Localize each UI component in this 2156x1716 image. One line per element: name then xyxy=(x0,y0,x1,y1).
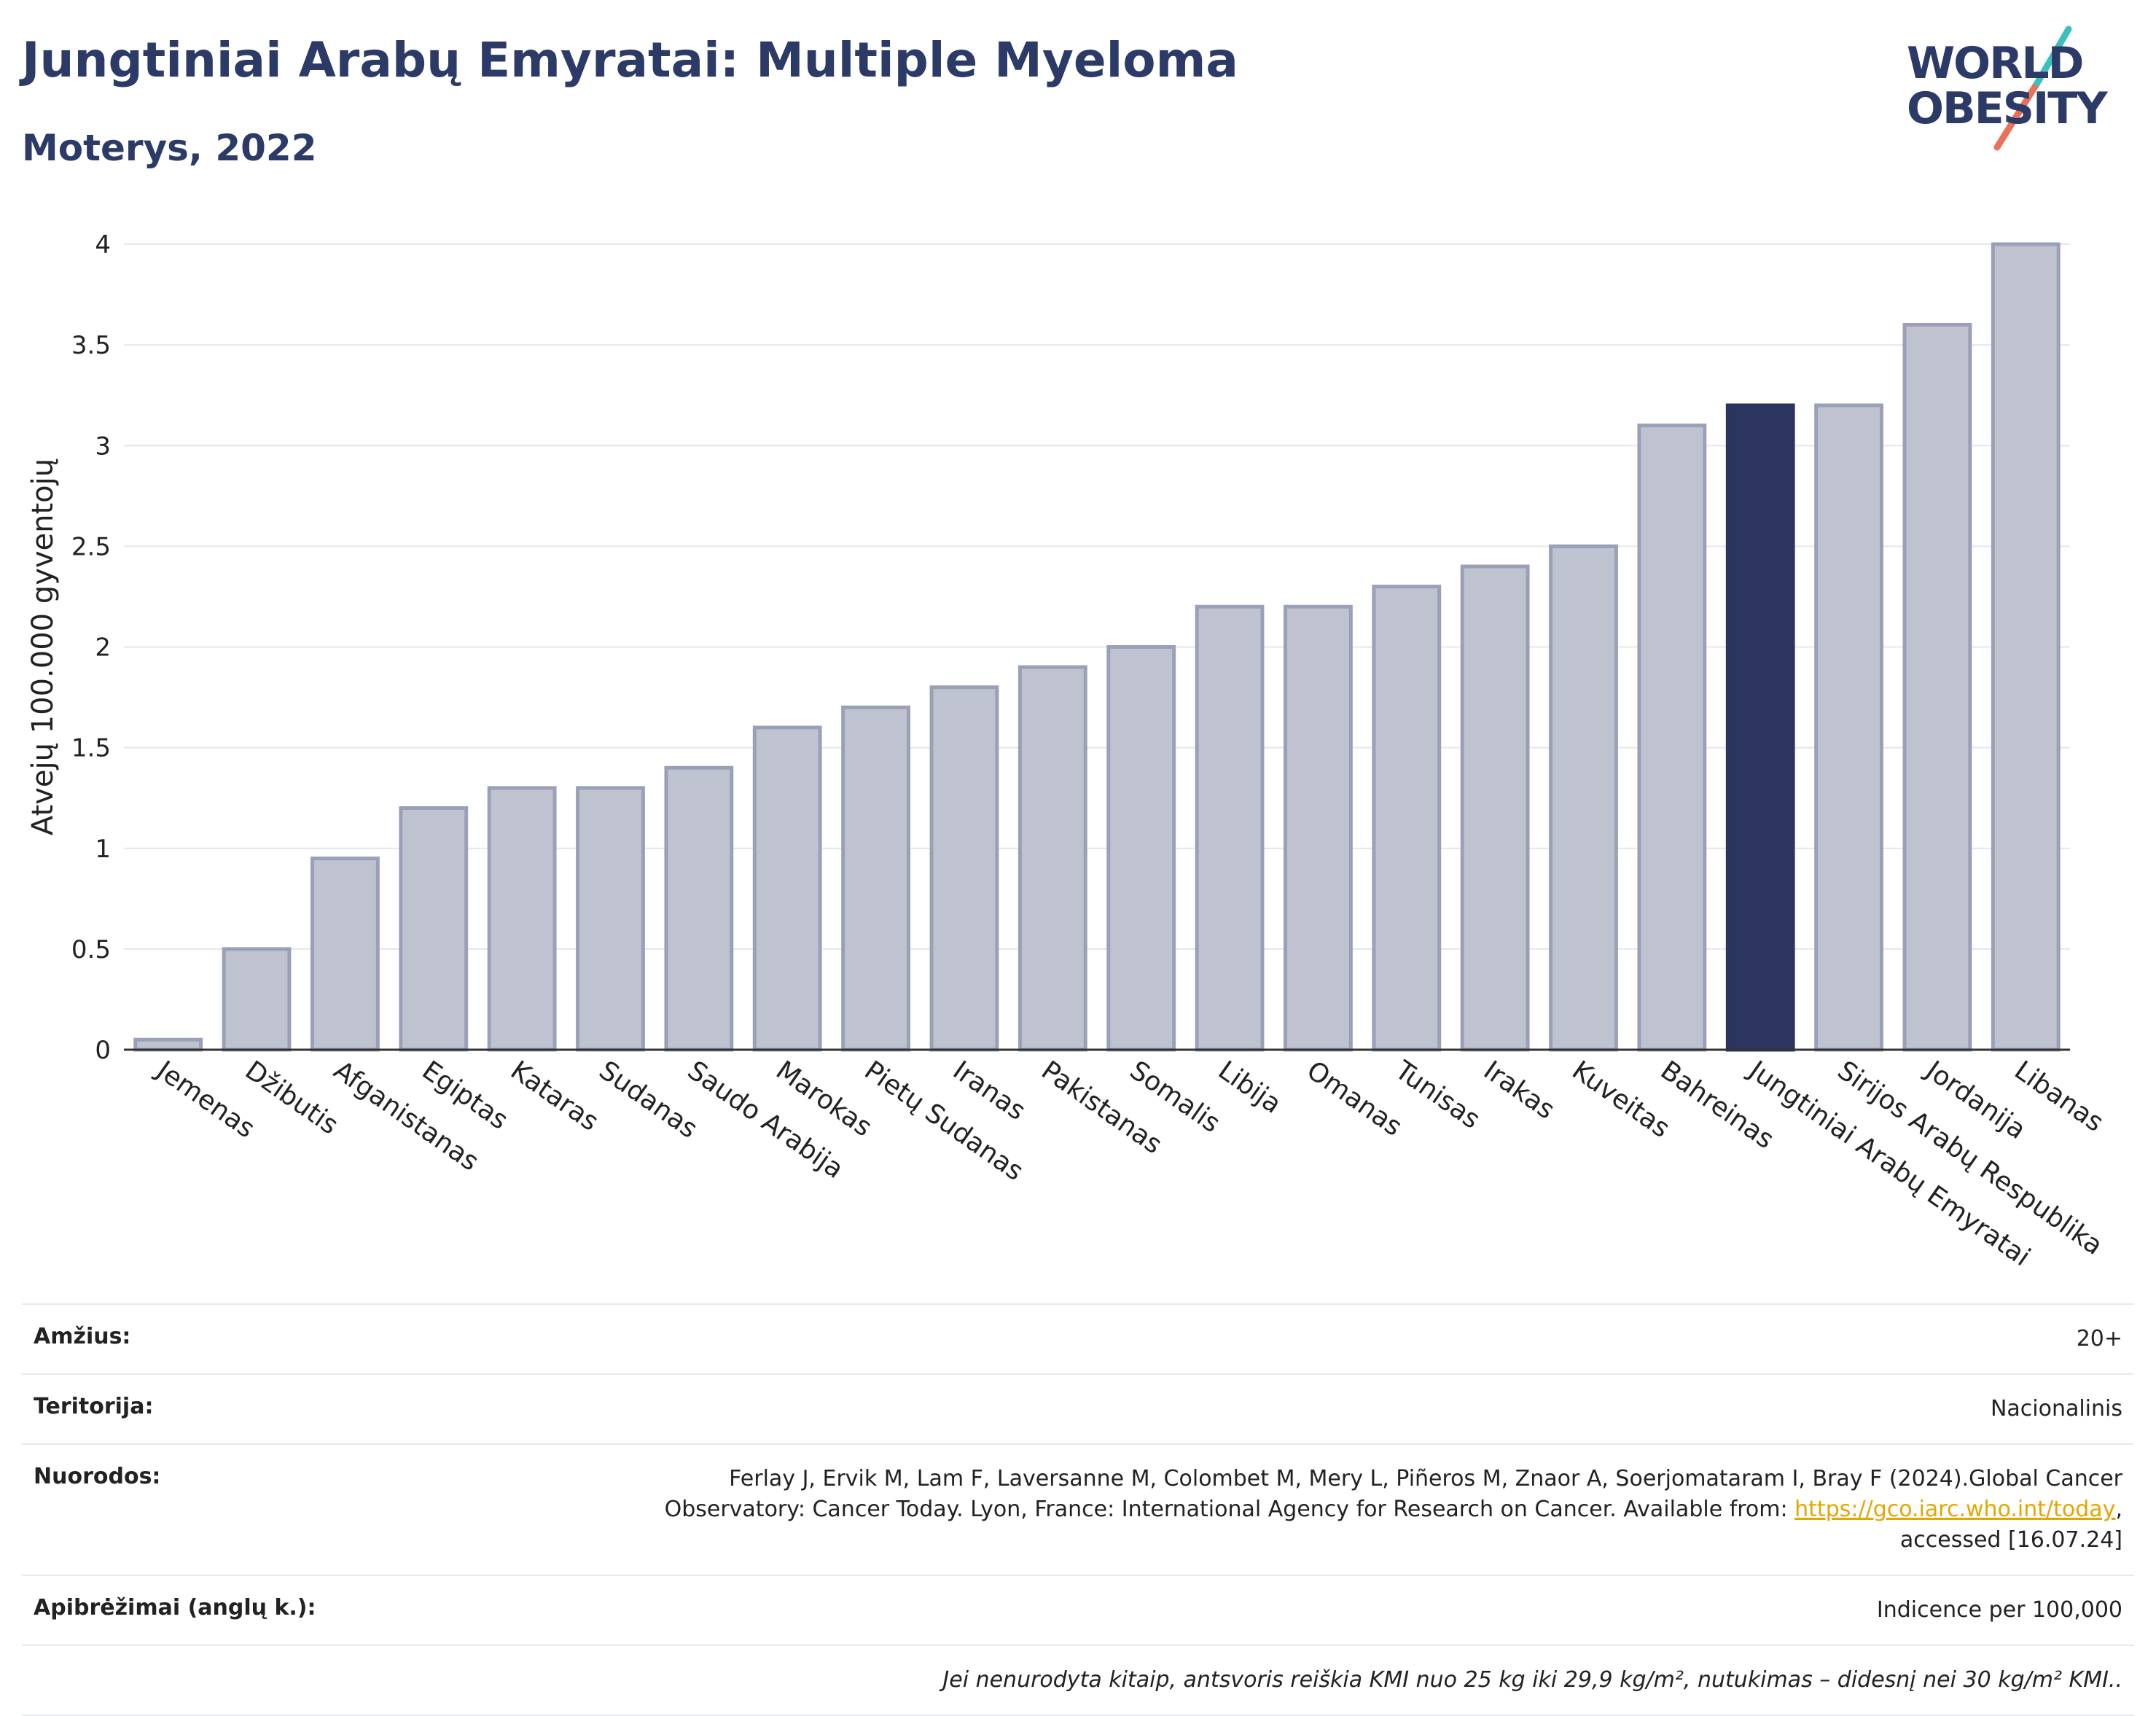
metadata-table: Amžius: 20+ Teritorija: Nacionalinis Nuo… xyxy=(22,1303,2134,1716)
bar xyxy=(399,806,469,1052)
bar xyxy=(310,857,380,1052)
x-tick-label: Sudanas xyxy=(593,1056,703,1144)
y-tick-label: 0 xyxy=(95,1036,111,1065)
meta-row-territory: Teritorija: Nacionalinis xyxy=(22,1373,2134,1443)
x-tick-label: Kuveitas xyxy=(1566,1056,1675,1144)
bar xyxy=(1018,665,1087,1052)
x-tick-label: Omanas xyxy=(1301,1056,1407,1142)
bar xyxy=(1106,645,1176,1052)
logo-slash-icon xyxy=(1993,26,2072,151)
bar xyxy=(1814,403,1883,1052)
bar xyxy=(1991,242,2061,1052)
meta-row-age: Amžius: 20+ xyxy=(22,1303,2134,1373)
chart-title: Jungtiniai Arabų Emyratai: Multiple Myel… xyxy=(22,32,1238,88)
bar xyxy=(487,786,557,1052)
logo-text-obesity: OBESITY xyxy=(1907,83,2108,134)
territory-value: Nacionalinis xyxy=(1990,1396,2122,1421)
y-tick-label: 3 xyxy=(95,432,111,461)
bar xyxy=(664,765,734,1052)
bar xyxy=(133,1037,203,1052)
definition-note: Jei nenurodyta kitaip, antsvoris reiškia… xyxy=(942,1667,2122,1693)
chart-subtitle: Moterys, 2022 xyxy=(22,127,317,169)
definitions-label: Apibrėžimai (anglų k.): xyxy=(34,1595,316,1621)
meta-row-references: Nuorodos: Ferlay J, Ervik M, Lam F, Lave… xyxy=(22,1443,2134,1575)
world-obesity-logo: WORLD OBESITY xyxy=(1895,22,2136,153)
y-tick-label: 1.5 xyxy=(71,734,111,763)
bar xyxy=(1902,323,1972,1052)
references-label: Nuorodos: xyxy=(34,1464,161,1489)
x-tick-label: Kataras xyxy=(505,1056,604,1137)
bar xyxy=(576,786,645,1052)
bar xyxy=(752,725,822,1052)
territory-label: Teritorija: xyxy=(34,1394,154,1419)
bar-chart: 0 0.5 1 1.5 2 2.5 3 3.5 4 JemenasDžibutisAfganis… xyxy=(26,230,2109,1273)
y-axis-title: Atvejų 100.000 gyventojų xyxy=(26,459,60,835)
x-tick-label: Pietų Sudanas xyxy=(859,1056,1028,1187)
y-tick-label: 1 xyxy=(95,835,111,864)
bar xyxy=(1549,544,1618,1052)
references-line-1: Ferlay J, Ervik M, Lam F, Laversanne M, … xyxy=(729,1466,2122,1491)
x-tick-label: Saudo Arabija xyxy=(682,1056,849,1185)
bars xyxy=(133,242,2061,1052)
x-tick-label: Libija xyxy=(1213,1056,1286,1120)
references-value: Ferlay J, Ervik M, Lam F, Laversanne M, … xyxy=(664,1466,2122,1553)
age-label: Amžius: xyxy=(34,1324,131,1349)
bar xyxy=(1372,585,1442,1052)
age-value: 20+ xyxy=(2076,1326,2122,1352)
bar xyxy=(1195,604,1265,1052)
bar xyxy=(841,705,910,1052)
axes: 0 0.5 1 1.5 2 2.5 3 3.5 4 xyxy=(71,230,2070,1065)
logo-text-world: WORLD xyxy=(1907,38,2084,89)
y-tick-label: 2.5 xyxy=(71,532,111,561)
meta-row-note: Jei nenurodyta kitaip, antsvoris reiškia… xyxy=(22,1645,2134,1716)
category-labels: JemenasDžibutisAfganistanasEgiptasKatara… xyxy=(150,1055,2109,1273)
y-tick-label: 2 xyxy=(95,633,111,663)
definitions-value: Indicence per 100,000 xyxy=(1876,1597,2122,1623)
bar xyxy=(1637,424,1707,1052)
x-tick-label: Irakas xyxy=(1478,1056,1560,1126)
bar xyxy=(1460,564,1530,1052)
y-tick-label: 0.5 xyxy=(71,935,111,964)
meta-row-definitions: Apibrėžimai (anglų k.): Indicence per 10… xyxy=(22,1575,2134,1645)
y-tick-label: 3.5 xyxy=(71,331,111,360)
bar xyxy=(1725,403,1795,1052)
x-tick-label: Jemenas xyxy=(150,1055,260,1144)
x-tick-label: Džibutis xyxy=(240,1056,343,1141)
bar xyxy=(1284,604,1353,1052)
references-line-3: accessed [16.07.24] xyxy=(1899,1527,2122,1553)
references-line-2: Observatory: Cancer Today. Lyon, France:… xyxy=(664,1497,1788,1522)
bar xyxy=(222,947,292,1052)
y-tick-label: 4 xyxy=(95,230,111,260)
bar xyxy=(929,685,999,1052)
references-link[interactable]: https://gco.iarc.who.int/today xyxy=(1794,1497,2116,1522)
